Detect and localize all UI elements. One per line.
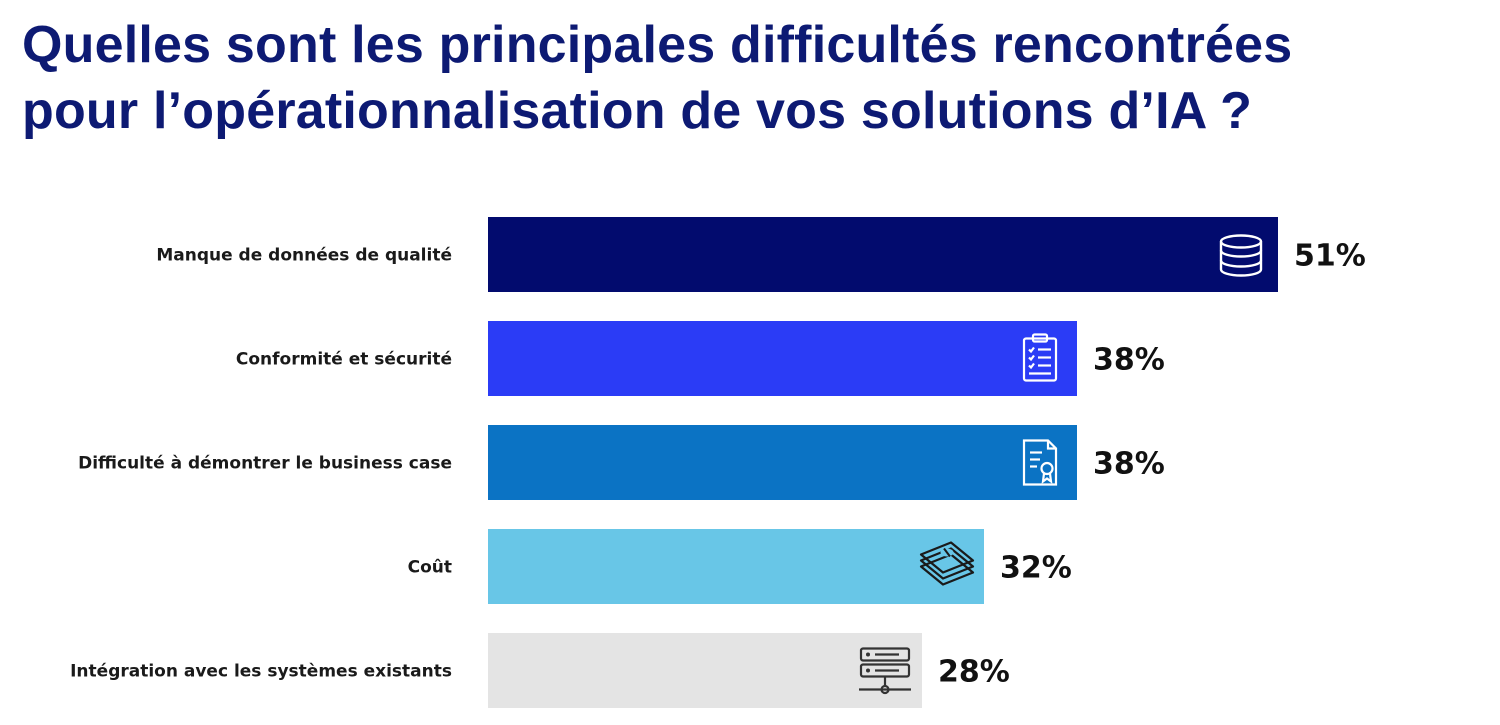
category-label: Conformité et sécurité <box>236 350 452 370</box>
money-stack-icon <box>919 541 975 586</box>
certificate-document-icon <box>1022 439 1058 486</box>
server-icon <box>859 647 911 695</box>
category-label: Difficulté à démontrer le business case <box>78 454 452 474</box>
value-label: 28% <box>938 655 1010 690</box>
bar <box>488 321 1077 396</box>
category-label: Coût <box>408 558 452 578</box>
bar <box>488 633 922 708</box>
bar-row: Manque de données de qualité 51% <box>156 217 1366 292</box>
chart-title-line-1: Quelles sont les principales difficultés… <box>22 16 1293 74</box>
chart-title-line-2: pour l’opérationnalisation de vos soluti… <box>22 82 1253 140</box>
category-label: Manque de données de qualité <box>156 246 452 266</box>
bar-row: Difficulté à démontrer le business case 3… <box>78 425 1165 500</box>
bar <box>488 425 1077 500</box>
value-label: 38% <box>1093 447 1165 482</box>
bar-row: Conformité et sécurité 38% <box>236 321 1165 396</box>
chart-title: Quelles sont les principales difficultés… <box>22 12 1492 144</box>
value-label: 32% <box>1000 551 1072 586</box>
bar <box>488 529 984 604</box>
value-label: 38% <box>1093 343 1165 378</box>
value-label: 51% <box>1294 239 1366 274</box>
database-icon <box>1219 234 1263 277</box>
category-label: Intégration avec les systèmes existants <box>70 662 452 682</box>
bar-row: Coût 32% <box>408 529 1072 604</box>
bar-row: Intégration avec les systèmes existants 2… <box>70 633 1010 708</box>
clipboard-checklist-icon <box>1022 333 1058 382</box>
bar <box>488 217 1278 292</box>
